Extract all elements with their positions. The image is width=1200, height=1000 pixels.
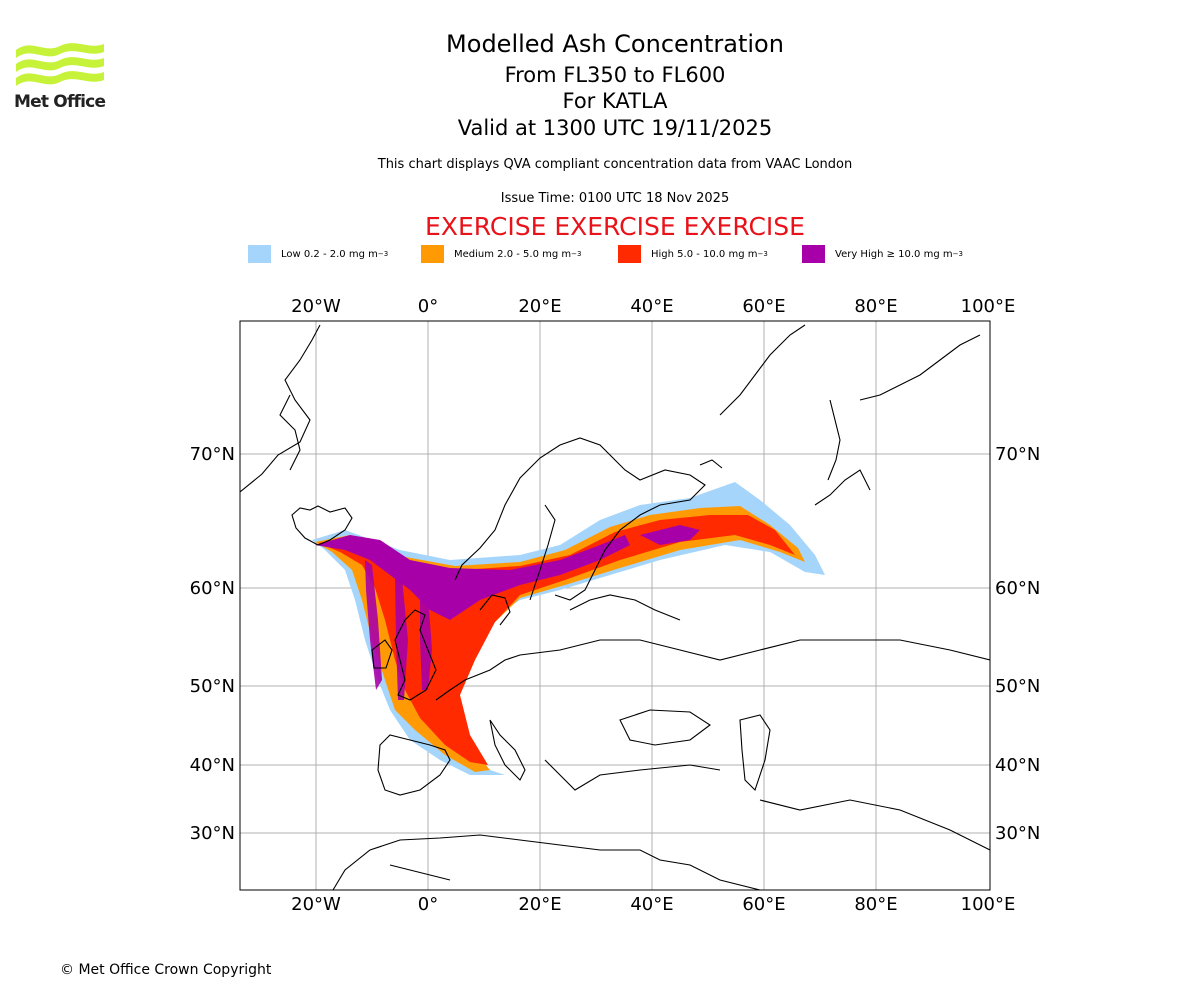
- legend-label-medium: Medium 2.0 - 5.0 mg m: [454, 248, 572, 260]
- lon-tick-bottom: 100°E: [961, 894, 1016, 915]
- lat-tick-right: 60°N: [995, 578, 1040, 599]
- ash-plume-very-high: [315, 525, 700, 620]
- lon-tick-top: 80°E: [854, 296, 897, 317]
- lon-tick-top: 0°: [418, 296, 438, 317]
- legend-item-low: Low 0.2 - 2.0 mg m −3: [248, 244, 388, 264]
- lat-tick-right: 70°N: [995, 444, 1040, 465]
- lat-tick-left: 40°N: [190, 755, 235, 776]
- legend-item-medium: Medium 2.0 - 5.0 mg m −3: [421, 244, 581, 264]
- lat-tick-right: 40°N: [995, 755, 1040, 776]
- issue-time: Issue Time: 0100 UTC 18 Nov 2025: [500, 191, 730, 206]
- lon-tick-top: 100°E: [961, 296, 1016, 317]
- legend-swatch-low: [248, 245, 271, 263]
- legend-swatch-very-high: [802, 245, 825, 263]
- exercise-banner: EXERCISE EXERCISE EXERCISE: [425, 212, 805, 241]
- logo-text: Met Office: [14, 92, 106, 112]
- coastlines: [240, 324, 990, 890]
- legend-swatch-medium: [421, 245, 444, 263]
- legend-item-high: High 5.0 - 10.0 mg m −3: [618, 244, 768, 264]
- lat-tick-left: 50°N: [190, 676, 235, 697]
- lon-tick-bottom: 0°: [418, 894, 438, 915]
- lat-tick-left: 60°N: [190, 578, 235, 599]
- valid-time: Valid at 1300 UTC 19/11/2025: [457, 116, 773, 140]
- lon-tick-top: 20°W: [291, 296, 341, 317]
- lon-tick-bottom: 20°W: [291, 894, 341, 915]
- flight-level-range: From FL350 to FL600: [504, 63, 726, 87]
- ash-plume-streaks: [365, 560, 432, 700]
- lat-tick-left: 30°N: [190, 823, 235, 844]
- lon-tick-bottom: 40°E: [630, 894, 673, 915]
- lat-tick-right: 50°N: [995, 676, 1040, 697]
- chart-title: Modelled Ash Concentration: [446, 30, 784, 58]
- legend-label-very-high: Very High ≥ 10.0 mg m: [835, 248, 953, 260]
- legend-label-low: Low 0.2 - 2.0 mg m: [281, 248, 378, 260]
- lon-tick-bottom: 60°E: [742, 894, 785, 915]
- copyright-notice: © Met Office Crown Copyright: [60, 962, 272, 978]
- map-frame: [239, 320, 991, 891]
- lon-tick-top: 20°E: [518, 296, 561, 317]
- lon-tick-top: 40°E: [630, 296, 673, 317]
- lon-tick-bottom: 80°E: [854, 894, 897, 915]
- met-office-wave-logo-icon: [16, 43, 104, 86]
- chart-description: This chart displays QVA compliant concen…: [377, 157, 853, 172]
- volcano-name: For KATLA: [562, 89, 668, 113]
- legend-item-very-high: Very High ≥ 10.0 mg m −3: [802, 244, 963, 264]
- lat-tick-right: 30°N: [995, 823, 1040, 844]
- lon-tick-bottom: 20°E: [518, 894, 561, 915]
- legend-swatch-high: [618, 245, 641, 263]
- legend-label-high: High 5.0 - 10.0 mg m: [651, 248, 758, 260]
- map-gridlines: [240, 321, 990, 890]
- lat-tick-left: 70°N: [190, 444, 235, 465]
- lon-tick-top: 60°E: [742, 296, 785, 317]
